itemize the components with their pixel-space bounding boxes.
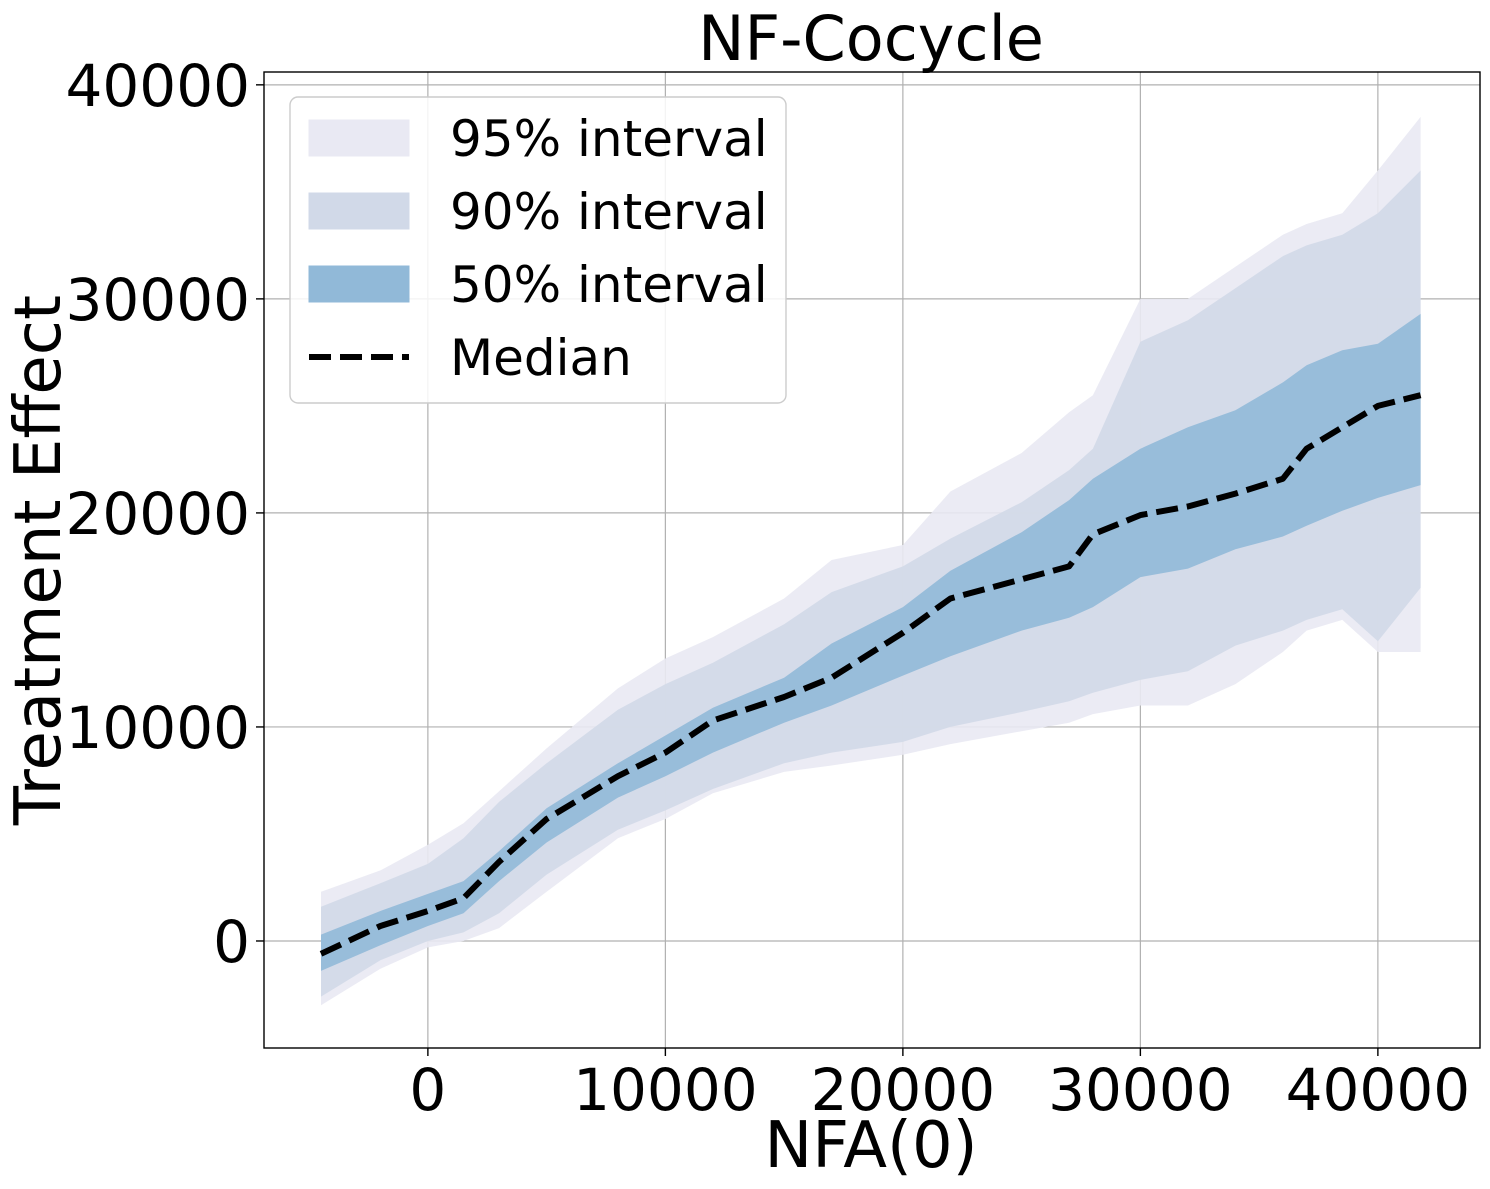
legend-label: 50% interval: [450, 256, 768, 314]
x-tick-label: 10000: [573, 1056, 758, 1124]
50-interval-legend-swatch: [308, 265, 410, 303]
x-tick-label: 40000: [1286, 1056, 1471, 1124]
legend-label: 95% interval: [450, 110, 768, 168]
x-tick-label: 0: [409, 1056, 446, 1124]
95-interval-legend-swatch: [308, 119, 410, 157]
y-axis-ticks: 0 10000 20000 30000 40000: [65, 52, 264, 976]
chart-title: NF-Cocycle: [698, 2, 1044, 75]
legend-box: [289, 96, 787, 404]
y-tick-label: 10000: [65, 694, 250, 762]
y-tick-label: 0: [213, 908, 250, 976]
legend-label: 90% interval: [450, 183, 768, 241]
median-line: [319, 392, 1422, 957]
y-axis-label: Treatment Effect: [2, 295, 76, 826]
legend: 95% interval 90% interval 50% interval Medi…: [289, 96, 787, 404]
y-tick-label: 40000: [65, 52, 250, 120]
y-tick-label: 20000: [65, 480, 250, 548]
median-line-layer: [319, 392, 1422, 957]
legend-label: Median: [450, 329, 632, 387]
y-tick-label: 30000: [65, 266, 250, 334]
x-tick-label: 20000: [811, 1056, 996, 1124]
50-interval-band: [321, 313, 1421, 971]
x-tick-label: 30000: [1048, 1056, 1233, 1124]
x-axis-label: NFA(0): [764, 1109, 977, 1183]
plot-frame: [263, 71, 1481, 1049]
x-axis-ticks: 0 10000 20000 30000 40000: [409, 1048, 1470, 1124]
90-interval-legend-swatch: [308, 192, 410, 230]
